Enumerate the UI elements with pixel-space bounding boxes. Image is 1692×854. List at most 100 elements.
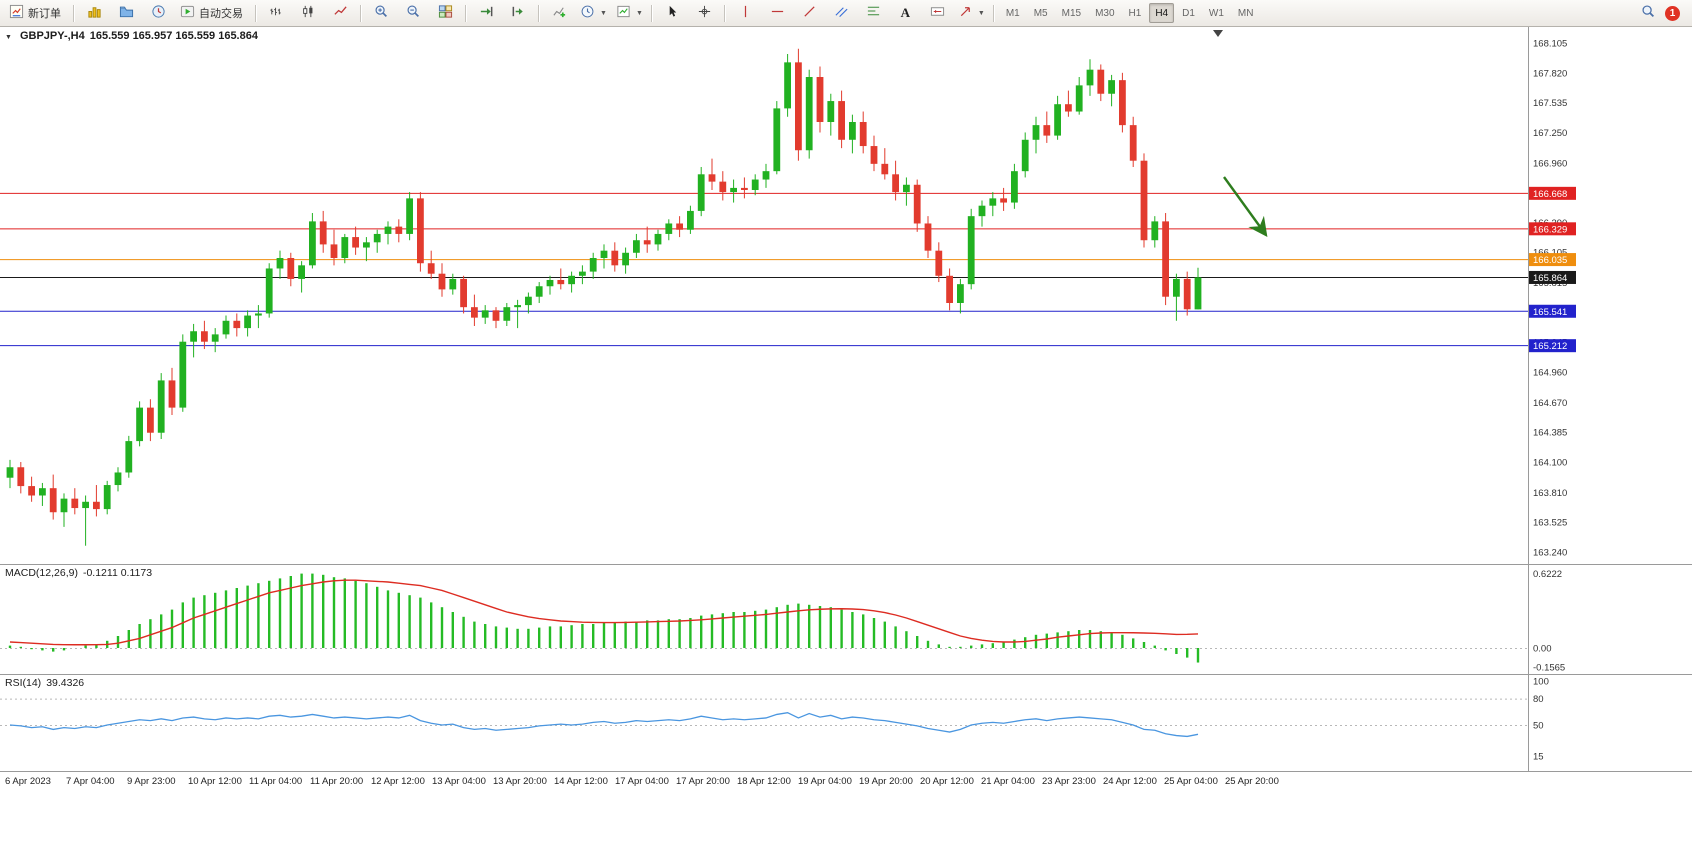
separator bbox=[73, 4, 75, 22]
svg-text:15: 15 bbox=[1533, 751, 1544, 762]
chart-shift-icon bbox=[511, 4, 526, 22]
timeframe-m30[interactable]: M30 bbox=[1095, 7, 1115, 19]
svg-text:168.105: 168.105 bbox=[1533, 39, 1567, 50]
svg-text:-0.1565: -0.1565 bbox=[1533, 662, 1565, 673]
periods-icon bbox=[580, 4, 595, 22]
macd-panel-header: MACD(12,26,9) -0.1211 0.1173 bbox=[5, 567, 152, 579]
svg-text:20 Apr 12:00: 20 Apr 12:00 bbox=[920, 776, 974, 787]
fibonacci-icon bbox=[866, 4, 881, 22]
svg-text:167.535: 167.535 bbox=[1533, 98, 1567, 109]
search-button[interactable] bbox=[1633, 1, 1664, 25]
trend-arrow-annotation[interactable] bbox=[1223, 176, 1268, 237]
channel-tool-button[interactable] bbox=[826, 1, 857, 25]
indicators-button[interactable] bbox=[544, 1, 575, 25]
chart-shift-marker-icon[interactable] bbox=[1213, 30, 1223, 37]
rsi-value: 39.4326 bbox=[46, 677, 85, 689]
panel-borders[interactable] bbox=[0, 27, 1692, 772]
auto-trading-button[interactable]: 自动交易 bbox=[175, 1, 251, 25]
notification-badge[interactable]: 1 bbox=[1665, 5, 1680, 21]
symbol-timeframe-label: GBPJPY-,H4 bbox=[19, 30, 85, 42]
fibonacci-tool-button[interactable] bbox=[858, 1, 889, 25]
vertical-line-tool-button[interactable] bbox=[730, 1, 761, 25]
arrows-tool-button[interactable]: ▼ bbox=[954, 1, 989, 25]
chart-menu-caret-icon[interactable]: ▼ bbox=[5, 34, 12, 41]
svg-text:164.385: 164.385 bbox=[1533, 428, 1567, 439]
vertical-line-icon bbox=[738, 4, 753, 22]
market-watch-icon bbox=[151, 4, 166, 22]
horizontal-level-lines[interactable] bbox=[0, 192, 1528, 347]
svg-text:13 Apr 20:00: 13 Apr 20:00 bbox=[493, 776, 547, 787]
annotations-layer[interactable] bbox=[1213, 30, 1268, 237]
profiles-button[interactable] bbox=[111, 1, 142, 25]
bar-chart-button[interactable] bbox=[261, 1, 292, 25]
main-toolbar: 新订单 自动交易 ▼ ▼ A ▼ M1 M5 M15 M30 H1 H4 D1 W1 MN 1 bbox=[0, 0, 1692, 27]
templates-button[interactable]: ▼ bbox=[612, 1, 647, 25]
line-chart-icon bbox=[333, 4, 348, 22]
chart-shift-button[interactable] bbox=[503, 1, 534, 25]
chart-area[interactable]: ▼ GBPJPY-,H4 165.559 165.957 165.559 165… bbox=[0, 27, 1692, 854]
periods-button[interactable]: ▼ bbox=[576, 1, 611, 25]
timeframe-h1[interactable]: H1 bbox=[1128, 7, 1142, 19]
trendline-icon bbox=[802, 4, 817, 22]
new-order-button[interactable]: 新订单 bbox=[4, 1, 69, 25]
timeframe-mn[interactable]: MN bbox=[1237, 7, 1254, 19]
svg-text:11 Apr 04:00: 11 Apr 04:00 bbox=[249, 776, 302, 787]
search-icon bbox=[1641, 4, 1656, 22]
tile-windows-button[interactable] bbox=[430, 1, 461, 25]
channel-icon bbox=[834, 4, 849, 22]
horizontal-line-icon bbox=[770, 4, 785, 22]
timeframe-m5[interactable]: M5 bbox=[1033, 7, 1048, 19]
candlestick-series bbox=[6, 48, 1202, 546]
timeframe-d1[interactable]: D1 bbox=[1182, 7, 1195, 19]
horizontal-line-tool-button[interactable] bbox=[762, 1, 793, 25]
timeframe-h4[interactable]: H4 bbox=[1149, 3, 1175, 23]
timeframe-m15[interactable]: M15 bbox=[1061, 7, 1082, 19]
separator bbox=[360, 4, 362, 22]
svg-text:166.668: 166.668 bbox=[1533, 189, 1567, 200]
rsi-label: RSI(14) bbox=[5, 677, 42, 689]
svg-text:80: 80 bbox=[1533, 694, 1544, 705]
bar-chart-icon bbox=[269, 4, 284, 22]
tile-windows-icon bbox=[438, 4, 453, 22]
text-label-tool-button[interactable] bbox=[922, 1, 953, 25]
crosshair-icon bbox=[697, 4, 712, 22]
auto-scroll-button[interactable] bbox=[471, 1, 502, 25]
crosshair-button[interactable] bbox=[689, 1, 720, 25]
svg-text:163.810: 163.810 bbox=[1533, 488, 1567, 499]
templates-icon bbox=[616, 4, 631, 22]
cursor-icon bbox=[665, 4, 680, 22]
zoom-out-icon bbox=[406, 4, 421, 22]
zoom-out-button[interactable] bbox=[398, 1, 429, 25]
cursor-button[interactable] bbox=[657, 1, 688, 25]
zoom-in-button[interactable] bbox=[366, 1, 397, 25]
timeframe-m1[interactable]: M1 bbox=[1005, 7, 1020, 19]
svg-text:166.960: 166.960 bbox=[1533, 158, 1567, 169]
svg-text:14 Apr 12:00: 14 Apr 12:00 bbox=[554, 776, 608, 787]
svg-text:7 Apr 04:00: 7 Apr 04:00 bbox=[66, 776, 115, 787]
svg-text:9 Apr 23:00: 9 Apr 23:00 bbox=[127, 776, 176, 787]
svg-text:19 Apr 20:00: 19 Apr 20:00 bbox=[859, 776, 913, 787]
separator bbox=[538, 4, 540, 22]
separator bbox=[465, 4, 467, 22]
svg-text:165.864: 165.864 bbox=[1533, 273, 1567, 284]
timeframe-w1[interactable]: W1 bbox=[1208, 7, 1224, 19]
svg-text:17 Apr 20:00: 17 Apr 20:00 bbox=[676, 776, 730, 787]
new-order-label: 新订单 bbox=[28, 8, 61, 20]
svg-text:167.250: 167.250 bbox=[1533, 128, 1567, 139]
rsi-panel-header: RSI(14) 39.4326 bbox=[5, 677, 84, 689]
svg-text:17 Apr 04:00: 17 Apr 04:00 bbox=[615, 776, 669, 787]
arrow-tool-icon bbox=[958, 4, 973, 22]
text-tool-button[interactable]: A bbox=[890, 1, 921, 25]
candlestick-chart-button[interactable] bbox=[293, 1, 324, 25]
line-chart-button[interactable] bbox=[325, 1, 356, 25]
market-watch-button[interactable] bbox=[143, 1, 174, 25]
svg-text:166.035: 166.035 bbox=[1533, 255, 1567, 266]
svg-text:0.6222: 0.6222 bbox=[1533, 569, 1562, 580]
price-chart-canvas[interactable]: 0.6222 0.00 -0.1565 100 80 50 15 168.105 167.8… bbox=[0, 27, 1692, 854]
trendline-tool-button[interactable] bbox=[794, 1, 825, 25]
timeframe-switcher: M1 M5 M15 M30 H1 H4 D1 W1 MN bbox=[999, 3, 1261, 23]
text-label-icon bbox=[930, 4, 945, 22]
new-chart-button[interactable] bbox=[79, 1, 110, 25]
time-axis[interactable]: 6 Apr 2023 7 Apr 04:00 9 Apr 23:00 10 Apr 1… bbox=[5, 776, 1279, 787]
price-axis[interactable]: 168.105 167.820 167.535 167.250 166.960 166.6… bbox=[1529, 39, 1576, 559]
